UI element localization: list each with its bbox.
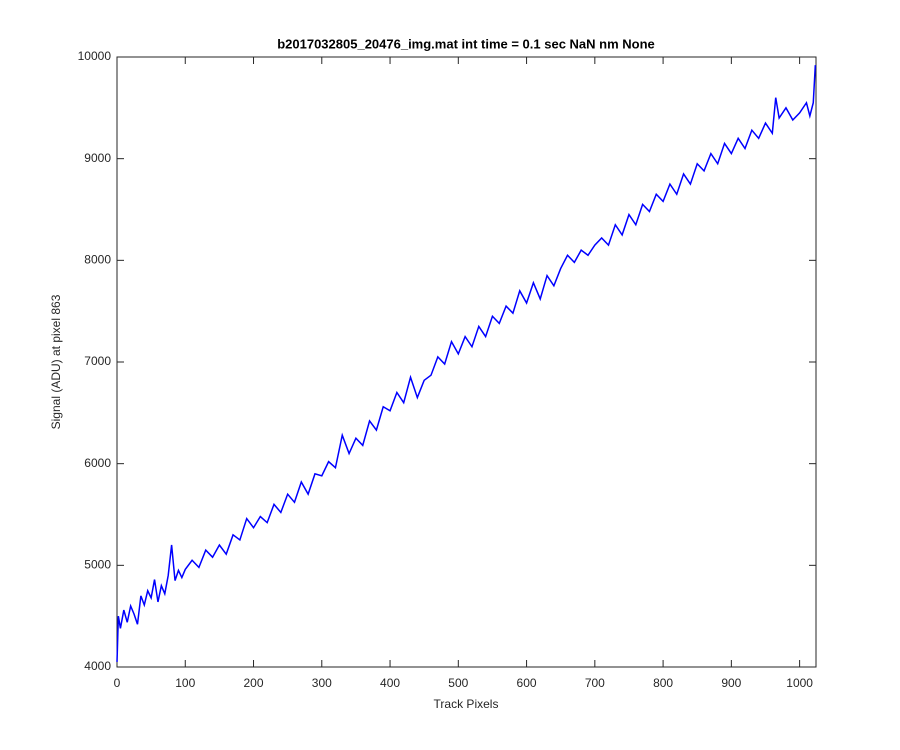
x-tick-label: 500 bbox=[448, 676, 468, 690]
x-tick-label: 600 bbox=[517, 676, 537, 690]
x-tick-label: 800 bbox=[653, 676, 673, 690]
x-axis-label: Track Pixels bbox=[434, 697, 499, 711]
x-tick-label: 300 bbox=[312, 676, 332, 690]
y-tick-label: 9000 bbox=[84, 151, 111, 165]
y-axis-label: Signal (ADU) at pixel 863 bbox=[49, 294, 63, 429]
y-tick-label: 10000 bbox=[78, 49, 112, 63]
plot-area bbox=[116, 56, 817, 668]
y-tick-label: 6000 bbox=[84, 456, 111, 470]
y-tick-label: 4000 bbox=[84, 659, 111, 673]
x-tick-label: 400 bbox=[380, 676, 400, 690]
x-tick-label: 100 bbox=[175, 676, 195, 690]
x-tick-label: 700 bbox=[585, 676, 605, 690]
x-tick-label: 200 bbox=[244, 676, 264, 690]
x-tick-label: 0 bbox=[114, 676, 121, 690]
x-tick-label: 1000 bbox=[786, 676, 813, 690]
y-tick-label: 8000 bbox=[84, 253, 111, 267]
y-tick-label: 5000 bbox=[84, 558, 111, 572]
x-tick-label: 900 bbox=[721, 676, 741, 690]
y-tick-label: 7000 bbox=[84, 354, 111, 368]
chart-title: b2017032805_20476_img.mat int time = 0.1… bbox=[277, 36, 655, 51]
data-line bbox=[116, 65, 817, 662]
